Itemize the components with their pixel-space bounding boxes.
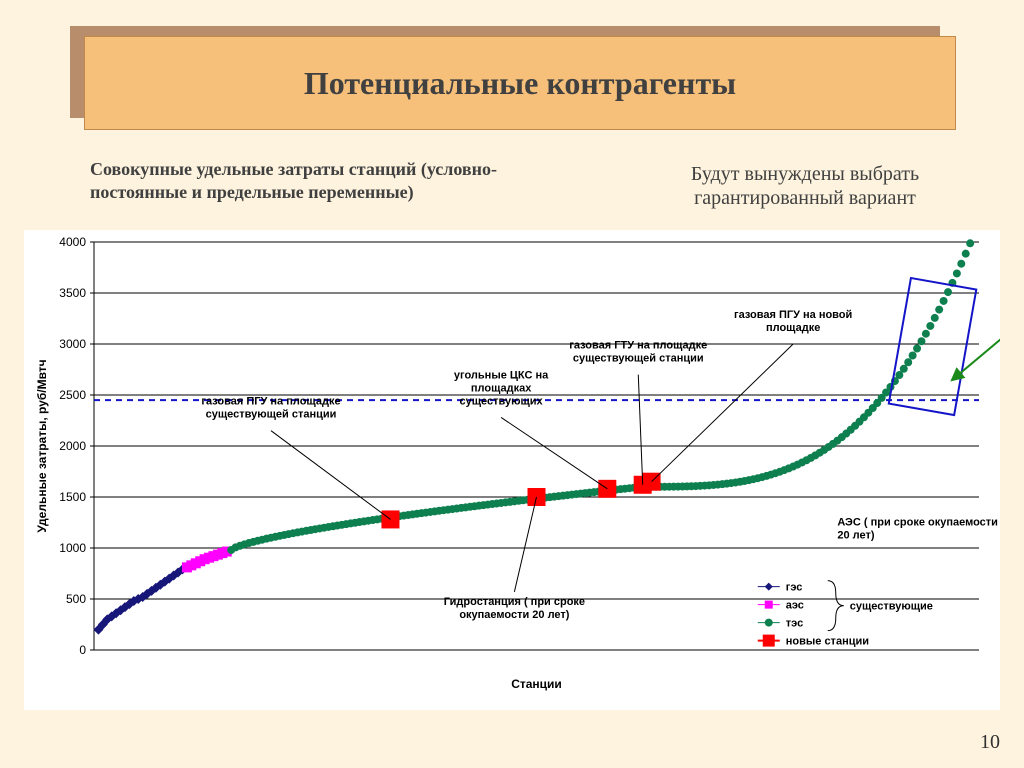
svg-text:существующей станции: существующей станции <box>206 409 337 421</box>
svg-text:существующих: существующих <box>460 395 544 407</box>
svg-text:газовая ПГУ на площадке: газовая ПГУ на площадке <box>201 396 340 408</box>
svg-text:угольные ЦКС на: угольные ЦКС на <box>454 369 549 381</box>
svg-text:1500: 1500 <box>59 490 86 504</box>
svg-text:Гидростанция ( при сроке: Гидростанция ( при сроке <box>444 596 585 608</box>
svg-text:существующей станции: существующей станции <box>573 353 704 365</box>
chart-svg: 0 500 1000 1500 2000 2500 3000 3500 4000 Удельные… <box>24 230 1000 710</box>
svg-text:гэс: гэс <box>786 582 803 594</box>
svg-text:площадках: площадках <box>471 382 532 394</box>
slide-title: Потенциальные контрагенты <box>304 65 736 102</box>
svg-text:новые станции: новые станции <box>786 636 869 648</box>
svg-text:2500: 2500 <box>59 388 86 402</box>
title-box: Потенциальные контрагенты <box>84 36 956 130</box>
svg-text:2000: 2000 <box>59 439 86 453</box>
svg-text:существующие: существующие <box>850 601 933 613</box>
arrow-guaranteed <box>952 339 1000 380</box>
svg-text:аэс: аэс <box>786 600 804 612</box>
svg-text:4000: 4000 <box>59 235 86 249</box>
svg-text:окупаемости 20 лет): окупаемости 20 лет) <box>459 609 569 621</box>
slide: Потенциальные контрагенты Совокупные уде… <box>0 0 1024 768</box>
svg-text:тэс: тэс <box>786 618 803 630</box>
chart: 0 500 1000 1500 2000 2500 3000 3500 4000 Удельные… <box>24 230 1000 710</box>
svg-text:0: 0 <box>79 643 86 657</box>
svg-text:Станции: Станции <box>511 677 562 691</box>
subtitle-right: Будут вынуждены выбрать гарантированный … <box>620 162 990 210</box>
svg-text:площадке: площадке <box>766 322 820 334</box>
svg-text:3500: 3500 <box>59 286 86 300</box>
svg-text:Удельные затраты, руб/Мвтч: Удельные затраты, руб/Мвтч <box>35 359 49 532</box>
svg-text:500: 500 <box>66 592 86 606</box>
svg-text:газовая ГТУ на площадке: газовая ГТУ на площадке <box>569 340 707 352</box>
title-wrap: Потенциальные контрагенты <box>70 26 970 126</box>
svg-text:АЭС ( при сроке окупаемости: АЭС ( при сроке окупаемости <box>837 516 998 528</box>
page-number: 10 <box>980 731 1000 754</box>
svg-text:газовая ПГУ на новой: газовая ПГУ на новой <box>734 309 852 321</box>
svg-text:1000: 1000 <box>59 541 86 555</box>
svg-text:3000: 3000 <box>59 337 86 351</box>
subtitle-left: Совокупные удельные затраты станций (усл… <box>90 158 520 203</box>
svg-text:20 лет): 20 лет) <box>837 529 874 541</box>
